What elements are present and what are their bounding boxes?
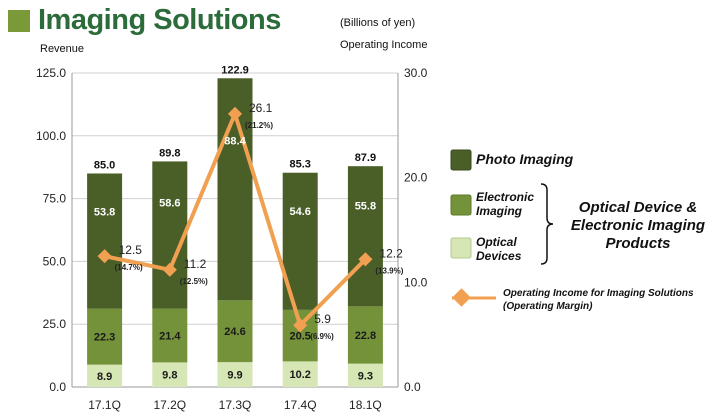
legend-label-operating-income-2: (Operating Margin) — [503, 301, 593, 312]
operating-income-label: 5.9 — [314, 312, 331, 326]
bar-segment-photo-imaging — [87, 173, 123, 309]
value-label-photo-imaging: 58.6 — [159, 198, 180, 210]
legend-group-brace — [540, 183, 554, 265]
value-label-electronic-imaging: 22.8 — [355, 330, 376, 342]
legend-group-label-1: Optical Device & — [579, 199, 697, 216]
legend-label-electronic-imaging-2: Imaging — [476, 204, 523, 218]
operating-income-marker — [162, 262, 177, 277]
bar-segment-electronic-imaging — [152, 308, 188, 363]
value-label-optical-devices: 9.9 — [227, 370, 242, 382]
operating-income-label: 12.5 — [119, 243, 143, 257]
legend-label-photo-imaging: Photo Imaging — [476, 151, 574, 167]
operating-margin-label: (12.5%) — [180, 277, 208, 286]
right-tick-label: 30.0 — [404, 66, 428, 80]
left-tick-label: 75.0 — [43, 192, 67, 206]
x-tick-label: 17.1Q — [88, 398, 121, 412]
data-labels: 8.9 22.3 53.8 85.0 9.8 21.4 58.6 89.8 9.9 24.6 88.… — [94, 64, 404, 383]
x-tick-label: 17.3Q — [219, 398, 252, 412]
legend: Photo Imaging Electronic Imaging Optical… — [450, 149, 705, 312]
bar-segment-optical-devices — [217, 362, 253, 387]
value-label-electronic-imaging: 21.4 — [159, 331, 181, 343]
value-label-photo-imaging: 88.4 — [224, 135, 246, 147]
right-axis-label: Operating Income — [340, 39, 427, 51]
title-block: Imaging Solutions — [8, 4, 281, 37]
operating-income-label: 12.2 — [379, 246, 403, 260]
left-tick-label: 0.0 — [49, 380, 66, 394]
total-label: 122.9 — [221, 64, 249, 76]
operating-income-label: 11.2 — [184, 257, 207, 271]
value-label-optical-devices: 9.3 — [358, 370, 373, 382]
legend-group-label-2: Electronic Imaging — [571, 217, 705, 234]
value-label-electronic-imaging: 22.3 — [94, 332, 115, 344]
bar-segment-photo-imaging — [347, 166, 383, 307]
x-tick-label: 17.4Q — [284, 398, 317, 412]
legend-swatch-optical-devices — [450, 237, 472, 259]
left-tick-label: 100.0 — [36, 129, 66, 143]
left-axis-label: Revenue — [40, 43, 84, 55]
legend-label-operating-income-1: Operating Income for Imaging Solutions — [503, 288, 694, 299]
bar-segment-optical-devices — [152, 362, 188, 387]
bar-segment-electronic-imaging — [217, 300, 253, 363]
x-tick-label: 18.1Q — [349, 398, 382, 412]
left-tick-label: 125.0 — [36, 66, 66, 80]
legend-label-optical-devices-2: Devices — [476, 249, 522, 263]
value-label-photo-imaging: 53.8 — [94, 206, 115, 218]
total-label: 85.3 — [289, 159, 310, 171]
legend-swatch-electronic-imaging — [450, 194, 472, 216]
bar-segment-photo-imaging — [152, 161, 188, 309]
bar-segment-optical-devices — [347, 363, 383, 387]
bar-segment-optical-devices — [282, 361, 318, 387]
value-label-optical-devices: 8.9 — [97, 371, 112, 383]
legend-swatch-photo-imaging — [450, 149, 472, 171]
bar-segment-electronic-imaging — [347, 306, 383, 364]
right-tick-label: 10.0 — [404, 275, 428, 289]
left-tick-label: 25.0 — [43, 317, 67, 331]
operating-income-marker — [293, 318, 308, 333]
operating-income-marker — [358, 252, 373, 267]
value-label-optical-devices: 9.8 — [162, 370, 177, 382]
bar-segment-optical-devices — [87, 364, 123, 387]
total-label: 87.9 — [355, 152, 376, 164]
left-tick-label: 50.0 — [43, 254, 67, 268]
value-label-photo-imaging: 54.6 — [289, 206, 310, 218]
units-note: (Billions of yen) — [340, 17, 415, 29]
bar-segment-electronic-imaging — [87, 308, 123, 365]
operating-margin-label: (13.9%) — [375, 266, 403, 275]
value-label-photo-imaging: 55.8 — [355, 200, 376, 212]
operating-margin-label: (6.9%) — [310, 332, 334, 341]
value-label-electronic-imaging: 20.5 — [289, 331, 310, 343]
legend-group-label-3: Products — [605, 235, 670, 252]
total-label: 89.8 — [159, 147, 180, 159]
title-square-icon — [8, 9, 30, 32]
value-label-electronic-imaging: 24.6 — [224, 326, 245, 338]
bars — [87, 78, 383, 387]
value-label-optical-devices: 10.2 — [289, 369, 310, 381]
x-tick-label: 17.2Q — [153, 398, 186, 412]
operating-income-label: 26.1 — [249, 101, 273, 115]
legend-marker-operating-income — [452, 288, 471, 307]
legend-label-electronic-imaging-1: Electronic — [476, 190, 534, 204]
operating-margin-label: (21.2%) — [245, 121, 273, 130]
total-label: 85.0 — [94, 159, 115, 171]
axes: 0.0 25.0 50.0 75.0 100.0 125.0 0.0 10.0 20.0 30.0… — [36, 66, 428, 412]
right-tick-label: 0.0 — [404, 380, 421, 394]
operating-margin-label: (14.7%) — [115, 263, 143, 272]
right-tick-label: 20.0 — [404, 171, 428, 185]
page-title: Imaging Solutions — [38, 4, 281, 36]
legend-label-optical-devices-1: Optical — [476, 235, 517, 249]
